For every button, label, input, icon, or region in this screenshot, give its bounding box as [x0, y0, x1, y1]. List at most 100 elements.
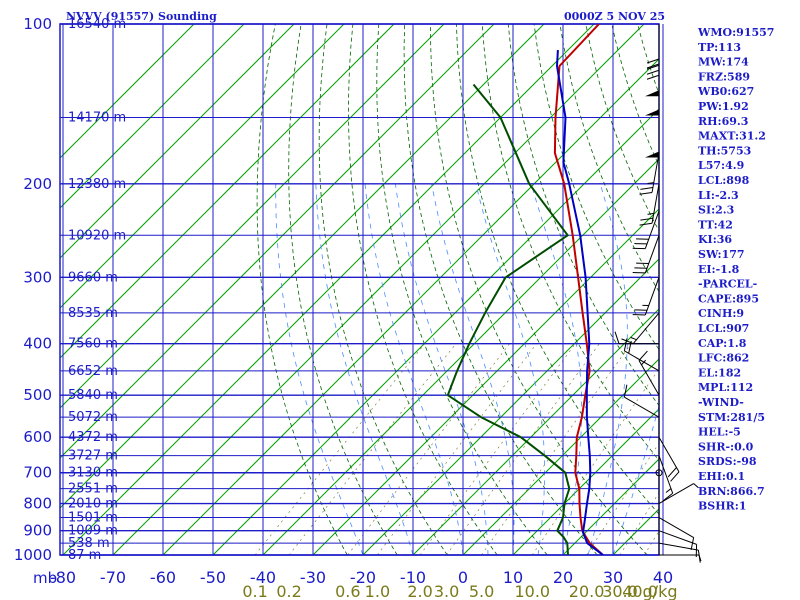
index-line: PW:1.92 [698, 100, 749, 113]
height-label: 3130 m [68, 466, 118, 481]
wind-barb-flag [646, 74, 660, 80]
wind-barb-flag [697, 550, 701, 563]
wind-barb-half-flag [647, 182, 654, 185]
index-line: SRDS:-98 [698, 455, 757, 468]
wind-barb-pennant [645, 90, 659, 97]
index-line: KI:36 [698, 233, 732, 246]
wind-barb-shaft [632, 312, 660, 344]
index-line: -WIND- [698, 396, 744, 409]
height-label: 2010 m [68, 497, 118, 512]
index-line: CAP:1.8 [698, 337, 747, 350]
pressure-tick-label: 500 [23, 386, 52, 404]
index-line: LI:-2.3 [698, 189, 739, 202]
wind-barb-shaft [644, 210, 660, 249]
wind-barb-flag [646, 63, 660, 69]
index-line: L57:4.9 [698, 159, 744, 172]
index-line: RH:69.3 [698, 115, 748, 128]
pressure-tick-label: 1000 [14, 546, 52, 564]
wind-barb-flag [621, 338, 634, 345]
index-line: LCL:898 [698, 174, 750, 187]
dewpoint-profile-line [446, 83, 571, 555]
temperature-tick-label: 40 [653, 568, 673, 587]
chart-title: NVVV (91557) Sounding [66, 10, 217, 23]
isotherm-line [512, 408, 659, 555]
wind-barb-half-flag [665, 488, 672, 493]
index-line: TH:5753 [698, 144, 751, 157]
index-line: LFC:862 [698, 352, 749, 365]
wind-barb-half-flag [693, 483, 699, 489]
isotherm-line [60, 24, 495, 459]
height-label: 8535 m [68, 306, 118, 321]
isotherm-line [562, 458, 659, 555]
temperature-tick-label: 30 [603, 568, 623, 587]
mixing-ratio-tick-label: 20.0 [569, 582, 605, 600]
index-line: BRN:866.7 [698, 485, 765, 498]
wind-barb-shaft [644, 277, 660, 316]
index-line: TT:42 [698, 218, 733, 231]
moist-adiabat-line [475, 183, 545, 555]
wind-barbs [614, 24, 702, 563]
temperature-tick-label: -60 [150, 568, 176, 587]
wind-barb-shaft [624, 350, 660, 372]
index-line: SHR-:0.0 [698, 440, 754, 453]
pressure-tick-label: 700 [23, 464, 52, 482]
isotherm-line [362, 258, 659, 555]
isotherm-line [60, 24, 545, 509]
index-line: -PARCEL- [698, 278, 757, 291]
wind-barb-half-flag [647, 212, 654, 215]
height-label: 14170 m [68, 111, 126, 126]
pressure-tick-label: 800 [23, 495, 52, 513]
isotherm-line [60, 24, 395, 359]
height-label: 16540 m [68, 17, 126, 32]
temperature-tick-label: 20 [553, 568, 573, 587]
isotherm-line [60, 24, 195, 159]
mixing-ratio-tick-label: 40.0 [622, 582, 658, 600]
pressure-tick-label: 900 [23, 522, 52, 540]
wind-barb-flag [670, 471, 680, 482]
temperature-tick-label: 10 [503, 568, 523, 587]
wind-barb-shaft [651, 183, 660, 224]
sounding-profiles [446, 24, 604, 555]
isotherm-line [60, 24, 445, 409]
index-line: EL:182 [698, 366, 741, 379]
index-line: CAPE:895 [698, 292, 759, 305]
isotherm-line [462, 358, 659, 555]
temperature-tick-label: -70 [100, 568, 126, 587]
wind-barb-shaft [638, 360, 660, 396]
wind-barb-shaft [658, 436, 680, 473]
index-line: MPL:112 [698, 381, 753, 394]
isotherm-line [162, 58, 659, 555]
pressure-tick-label: 600 [23, 428, 52, 446]
index-line: LCL:907 [698, 322, 749, 335]
wind-barb-half-flag [630, 336, 637, 341]
isobar-lines [59, 23, 664, 556]
height-label: 1009 m [68, 524, 118, 539]
height-label: 3727 m [68, 449, 118, 464]
mixing-ratio-unit: g/kg [643, 582, 678, 600]
moist-adiabat-line [395, 183, 489, 555]
pressure-tick-label: 200 [23, 175, 52, 193]
temperature-tick-label: -50 [200, 568, 226, 587]
mixing-ratio-tick-label: 5.0 [469, 582, 494, 600]
wind-barb-pennant [645, 109, 659, 116]
height-label: 538 m [68, 536, 110, 551]
isotherm-line [412, 308, 659, 555]
pressure-tick-label: 400 [23, 335, 52, 353]
wind-barb-flag [662, 492, 673, 502]
moist-adiabat-line [530, 183, 583, 555]
wind-barb-flag [646, 69, 660, 75]
wind-barb-flag [639, 222, 653, 226]
index-line: EHI:0.1 [698, 470, 745, 483]
temperature-profile-line [553, 24, 604, 555]
temperature-tick-label: -10 [400, 568, 426, 587]
chart-datetime: 0000Z 5 NOV 25 [564, 10, 665, 23]
wind-barb-shaft [651, 152, 660, 193]
index-line: MW:174 [698, 56, 749, 69]
wind-barb-shaft [658, 483, 694, 504]
isotherm-line [62, 24, 595, 555]
mixing-ratio-tick-label: 1.0 [365, 582, 390, 600]
index-line: WMO:91557 [697, 26, 774, 39]
isotherm-line [60, 24, 245, 209]
mixing-ratio-tick-label: 0.6 [335, 582, 360, 600]
temperature-tick-label: -30 [300, 568, 326, 587]
